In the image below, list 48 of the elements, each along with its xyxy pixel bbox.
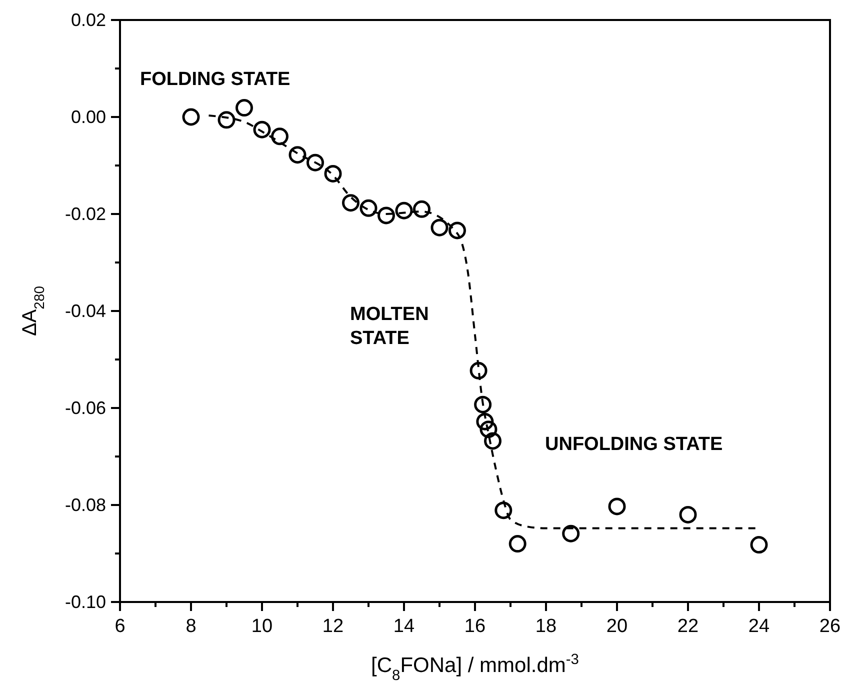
point <box>494 502 512 520</box>
point <box>253 120 271 138</box>
x-tick-label: 22 <box>677 616 699 637</box>
point <box>395 202 413 220</box>
x-tick-label: 14 <box>393 616 415 637</box>
point <box>413 200 430 218</box>
x-tick-label: 12 <box>322 616 344 637</box>
y-tick-label: -0.08 <box>64 495 106 515</box>
point <box>474 396 492 414</box>
point <box>218 111 236 129</box>
point <box>679 506 697 524</box>
x-tick-label: 6 <box>114 616 126 637</box>
x-tick-label: 8 <box>186 616 196 637</box>
point <box>324 164 342 182</box>
annotation: UNFOLDING STATE <box>545 434 723 455</box>
point <box>306 154 324 172</box>
point <box>508 535 526 553</box>
x-tick-label: 10 <box>251 616 273 637</box>
y-tick-label: -0.04 <box>64 301 106 321</box>
y-tick-label: -0.06 <box>64 398 106 418</box>
point <box>430 218 448 236</box>
point <box>562 524 580 542</box>
point <box>182 108 200 126</box>
point <box>470 362 488 380</box>
x-tick-label: 18 <box>535 616 557 637</box>
point <box>480 420 498 438</box>
point <box>288 146 306 164</box>
y-tick-label: -0.02 <box>64 204 106 224</box>
point <box>271 128 288 146</box>
point <box>484 432 502 450</box>
x-tick-label: 20 <box>606 616 628 637</box>
point <box>236 99 253 117</box>
x-tick-label: 24 <box>748 616 770 637</box>
x-axis-title: [C$_{8}$FONa] / mmol.dm$^{-3}$ <box>371 652 579 684</box>
annotation: MOLTEN STATE <box>350 304 429 349</box>
point <box>750 536 768 554</box>
point <box>608 498 626 516</box>
point <box>476 412 494 430</box>
point <box>378 206 395 224</box>
y-tick-label: 0.00 <box>70 107 106 127</box>
y-tick-label: -0.10 <box>64 592 106 612</box>
point <box>448 222 466 240</box>
annotation: FOLDING STATE <box>140 69 290 90</box>
x-tick-label: 16 <box>464 616 486 637</box>
point <box>360 199 378 217</box>
point <box>342 194 360 212</box>
x-tick-label: 26 <box>819 616 841 637</box>
y-tick-label: 0.02 <box>70 10 106 30</box>
